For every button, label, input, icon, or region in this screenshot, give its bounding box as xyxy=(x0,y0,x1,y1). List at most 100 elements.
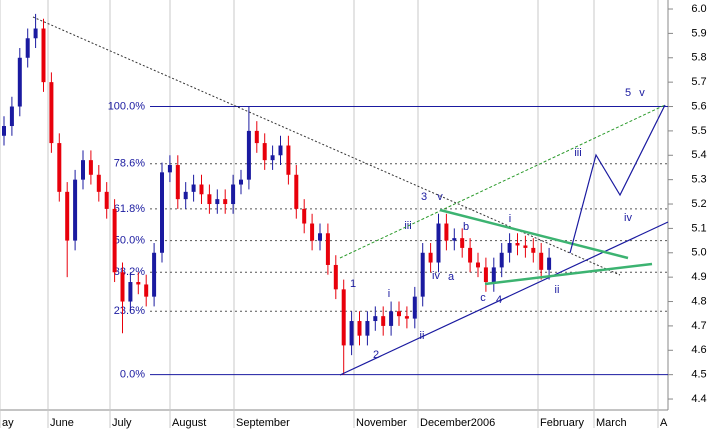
candle-body xyxy=(286,145,291,175)
candle-body xyxy=(191,184,196,192)
trend-line xyxy=(32,16,621,276)
y-tick-label: 5.7 xyxy=(691,76,706,88)
wave-label: 1 xyxy=(350,278,356,290)
candle-body xyxy=(333,264,338,290)
candle-body xyxy=(41,28,46,83)
candle-body xyxy=(49,82,54,144)
candle-body xyxy=(215,199,220,205)
candle-body xyxy=(223,199,228,205)
y-tick-label: 4.9 xyxy=(691,271,706,283)
candle-body xyxy=(246,130,251,180)
y-tick-label: 5.8 xyxy=(691,52,706,64)
candle-body xyxy=(373,316,378,322)
candle-body xyxy=(515,243,520,246)
candle-body xyxy=(397,311,401,317)
candle-body xyxy=(262,143,267,161)
x-tick-label: September xyxy=(236,417,290,429)
projection-path xyxy=(569,104,666,254)
candle-body xyxy=(81,160,85,180)
candle-body xyxy=(199,184,204,195)
wave-label: ii xyxy=(555,284,560,296)
candle-body xyxy=(349,321,354,346)
candle-body xyxy=(444,223,449,241)
candle-body xyxy=(294,174,299,209)
candle-body xyxy=(144,284,149,297)
candle-body xyxy=(112,208,117,273)
candle-body xyxy=(531,247,536,253)
candle-body xyxy=(436,223,441,263)
candle-body xyxy=(310,223,315,241)
candle-body xyxy=(160,172,164,253)
candle-body xyxy=(207,194,212,205)
fib-label: 23.6% xyxy=(114,305,145,317)
candle-body xyxy=(152,252,157,297)
wave-label: c xyxy=(480,292,486,304)
y-tick-label: 5.9 xyxy=(691,27,706,39)
candle-body xyxy=(278,145,283,156)
candle-body xyxy=(499,252,504,268)
wave-label: 5 xyxy=(625,87,631,99)
candle-body xyxy=(33,28,38,39)
y-tick-label: 4.7 xyxy=(691,320,706,332)
wave-label: 4 xyxy=(496,294,502,306)
candle-body xyxy=(523,245,528,248)
wave-label: iv xyxy=(432,270,440,282)
candle-body xyxy=(452,238,457,241)
y-tick-label: 5.2 xyxy=(691,198,706,210)
y-tick-label: 6.0 xyxy=(691,3,706,15)
candle-body xyxy=(73,179,78,241)
candle-body xyxy=(381,316,386,326)
candle-body xyxy=(420,252,425,297)
x-tick-label: ay xyxy=(2,417,14,429)
y-tick-label: 5.4 xyxy=(691,149,706,161)
wave-label: iv xyxy=(624,212,632,224)
fib-label: 0.0% xyxy=(120,369,145,381)
y-tick-label: 5.1 xyxy=(691,222,706,234)
candle-body xyxy=(270,155,275,161)
candle-body xyxy=(318,233,322,241)
candle-body xyxy=(483,267,488,283)
candle-body xyxy=(468,247,473,263)
candle-body xyxy=(476,262,480,268)
candle-body xyxy=(25,38,30,58)
candle-body xyxy=(65,191,70,241)
fib-label: 100.0% xyxy=(108,100,146,112)
candle-body xyxy=(365,321,370,336)
candle-body xyxy=(17,57,22,107)
candle-body xyxy=(491,267,496,283)
candle-body xyxy=(136,282,141,285)
triangle-line xyxy=(439,208,629,260)
candle-body xyxy=(96,174,101,192)
candle-body xyxy=(120,272,125,302)
y-tick-label: 4.8 xyxy=(691,295,706,307)
x-tick-label: June xyxy=(50,417,74,429)
wave-label: 2 xyxy=(373,349,379,361)
candle-body xyxy=(539,252,544,270)
wave-label: i xyxy=(509,213,511,225)
y-tick-label: 5.6 xyxy=(691,100,706,112)
fib-label: 61.8% xyxy=(114,203,145,215)
candle-body xyxy=(104,191,109,209)
wave-label: v xyxy=(437,191,443,203)
x-tick-label: August xyxy=(172,417,206,429)
candle-body xyxy=(57,143,62,192)
fib-label: 50.0% xyxy=(114,234,145,246)
wave-label: iii xyxy=(574,147,581,159)
wave-label: i xyxy=(388,288,390,300)
triangle-line xyxy=(484,262,653,286)
candle-body xyxy=(412,296,417,319)
candle-body xyxy=(325,233,330,265)
candle-body xyxy=(302,208,307,224)
x-tick-label: March xyxy=(596,417,627,429)
wave-label: b xyxy=(463,221,469,233)
candle-body xyxy=(341,289,346,346)
annotations xyxy=(32,16,669,376)
trend-line xyxy=(339,221,669,376)
wave-label: a xyxy=(448,271,455,283)
candle-body xyxy=(357,321,362,336)
x-tick-label: A xyxy=(660,417,668,429)
candle-body xyxy=(254,130,259,144)
candle-body xyxy=(547,257,552,270)
